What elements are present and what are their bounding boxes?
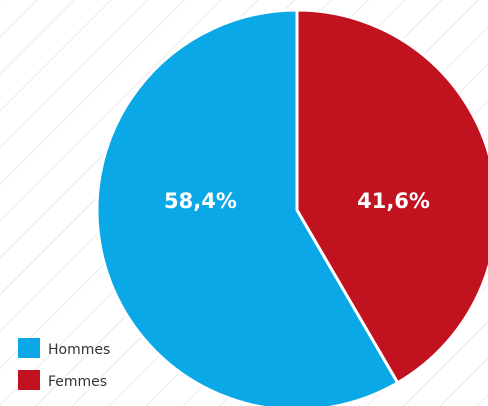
pie-slice	[95, 8, 400, 406]
value-label: 41,6%	[357, 189, 430, 213]
value-label: 58,4%	[164, 189, 237, 213]
legend-swatch	[18, 370, 40, 390]
legend-label: Hommes	[48, 342, 110, 358]
legend-label: Femmes	[48, 374, 107, 390]
pie-slice	[295, 8, 488, 385]
legend-swatch	[18, 338, 40, 358]
